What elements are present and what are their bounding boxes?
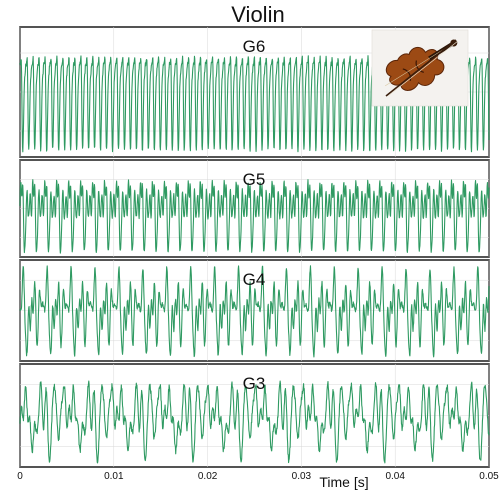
series-line-g3 <box>19 380 490 464</box>
x-tick-label: 0.02 <box>198 471 218 482</box>
series-label-g6: G6 <box>243 37 266 56</box>
panel-g3: G3 <box>19 363 490 468</box>
x-axis-label: Time [s] <box>319 474 368 490</box>
series-line-g5 <box>19 179 490 254</box>
x-tick-label: 0.03 <box>292 471 312 482</box>
violin-icon <box>371 29 469 107</box>
panel-g4: G4 <box>19 259 490 362</box>
series-label-g3: G3 <box>243 374 266 393</box>
x-tick-label: 0 <box>17 471 23 482</box>
x-tick-label: 0.04 <box>385 471 405 482</box>
series-line-g6 <box>19 55 490 153</box>
chart-title: Violin <box>231 2 284 27</box>
series-line-g4 <box>19 265 490 358</box>
x-axis-ticks: 0 0.01 0.02 0.03 0.04 0.05 <box>17 471 499 482</box>
x-tick-label: 0.05 <box>479 471 499 482</box>
panel-g5: G5 <box>19 159 490 258</box>
x-tick-label: 0.01 <box>104 471 124 482</box>
series-label-g4: G4 <box>243 270 266 289</box>
series-label-g5: G5 <box>243 170 266 189</box>
